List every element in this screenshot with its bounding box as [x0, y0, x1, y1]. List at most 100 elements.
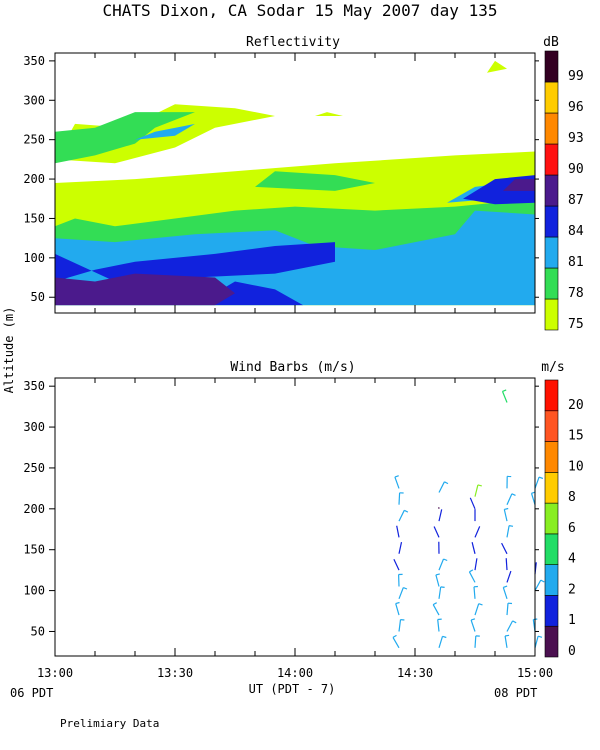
wind-barb — [474, 526, 481, 538]
wind-barb — [501, 542, 508, 555]
x-tick-label: 13:00 — [37, 666, 73, 680]
colorbar-swatch — [544, 502, 559, 535]
y-tick-label: 100 — [23, 584, 45, 598]
y-tick-label: 250 — [23, 461, 45, 475]
wind-barb-flag — [432, 602, 437, 606]
wind-barb — [474, 635, 477, 648]
reflectivity-colorbar-unit: dB — [543, 35, 559, 50]
wind-axis-ticks: 50 100 150 200 250 300 350 — [23, 378, 539, 656]
wind-barb-flag — [435, 573, 440, 576]
y-tick-label: 200 — [23, 172, 45, 186]
colorbar-swatch — [544, 205, 559, 238]
wind-barb-flag — [538, 476, 544, 480]
wind-barb — [398, 587, 404, 600]
wind-barb-flag — [443, 558, 448, 562]
wind-barb — [506, 525, 510, 538]
footer-note: Prelimiary Data — [60, 717, 159, 730]
colorbar-label: 8 — [568, 490, 576, 505]
y-tick-label: 200 — [23, 502, 45, 516]
wind-barb — [438, 636, 444, 648]
wind-barb-flag — [504, 634, 510, 637]
wind-barb-flag — [395, 601, 400, 605]
wind-barb — [534, 476, 540, 489]
wind-barb — [438, 481, 445, 493]
reflectivity-colorbar: 75 78 81 84 87 90 93 96 99 — [544, 50, 584, 332]
colorbar-label: 96 — [568, 100, 584, 115]
colorbar-label: 90 — [568, 162, 584, 177]
colorbar-swatch — [544, 236, 559, 269]
x-tick-labels: 13:00 13:30 14:00 14:30 15:00 — [37, 666, 553, 680]
wind-barb — [530, 493, 536, 505]
wind-barb-flag — [508, 525, 514, 527]
wind-barb — [506, 493, 513, 505]
wind-barb — [502, 587, 508, 599]
y-tick-label: 350 — [23, 54, 45, 68]
colorbar-label: 84 — [568, 224, 584, 239]
reflectivity-contour-81 — [135, 123, 195, 140]
reflectivity-contour-75 — [487, 60, 507, 73]
wind-barb — [398, 492, 401, 505]
wind-barb-flag — [394, 475, 399, 478]
wind-barb — [394, 476, 400, 489]
wind-barb — [474, 484, 479, 497]
colorbar-swatch — [544, 143, 559, 176]
colorbar-swatch — [544, 379, 559, 412]
wind-barb — [474, 558, 478, 571]
wind-barb-flag — [470, 618, 476, 621]
wind-barb — [438, 586, 442, 599]
wind-barb-flag — [503, 585, 508, 588]
y-tick-label: 50 — [31, 624, 45, 638]
wind-barb — [437, 619, 440, 632]
wind-barb — [506, 570, 512, 583]
reflectivity-contour-78 — [55, 112, 195, 164]
local-time-end: 08 PDT — [494, 686, 537, 700]
wind-barb — [396, 525, 400, 538]
colorbar-label: 20 — [568, 398, 584, 413]
wind-barb — [471, 542, 476, 554]
colorbar-label: 10 — [568, 459, 584, 474]
colorbar-label: 93 — [568, 131, 584, 146]
wind-barb-flag — [403, 587, 408, 590]
reflectivity-axis-ticks: 50 100 150 200 250 300 350 — [23, 53, 539, 313]
wind-barb — [468, 571, 476, 583]
wind-colorbar: 0 1 2 4 6 8 10 15 20 — [544, 379, 584, 659]
wind-barb — [469, 497, 476, 510]
colorbar-label: 1 — [568, 613, 576, 628]
colorbar-swatch — [544, 298, 559, 331]
wind-barb-flag — [511, 493, 516, 496]
reflectivity-contour-84 — [55, 242, 335, 282]
reflectivity-contour-75 — [315, 112, 343, 116]
colorbar-label: 75 — [568, 317, 584, 332]
y-axis-label: Altitude (m) — [2, 307, 16, 394]
colorbar-label: 78 — [568, 286, 584, 301]
wind-barb — [438, 509, 443, 522]
wind-barb — [506, 603, 509, 616]
wind-barb — [398, 619, 402, 632]
wind-colorbar-unit: m/s — [541, 360, 564, 375]
wind-barb — [505, 558, 508, 571]
wind-barb — [504, 635, 508, 648]
wind-barb-flag — [392, 634, 397, 638]
wind-barb-flag — [442, 635, 447, 639]
x-tick-label: 14:00 — [277, 666, 313, 680]
wind-barb-flag — [404, 509, 409, 513]
colorbar-swatch — [544, 533, 559, 565]
wind-barb — [392, 637, 400, 649]
wind-barb — [433, 526, 440, 538]
wind-barb — [501, 391, 508, 403]
wind-barb — [473, 586, 476, 599]
x-axis-label: UT (PDT - 7) — [249, 682, 336, 696]
colorbar-label: 15 — [568, 429, 584, 444]
y-tick-label: 150 — [23, 211, 45, 225]
wind-barb-flag — [444, 481, 449, 485]
wind-plot-frame — [54, 377, 536, 657]
y-tick-label: 300 — [23, 420, 45, 434]
colorbar-swatch — [544, 50, 559, 83]
y-tick-label: 350 — [23, 379, 45, 393]
x-tick-label: 14:30 — [397, 666, 433, 680]
wind-barb — [435, 574, 440, 587]
wind-barb — [503, 509, 508, 522]
